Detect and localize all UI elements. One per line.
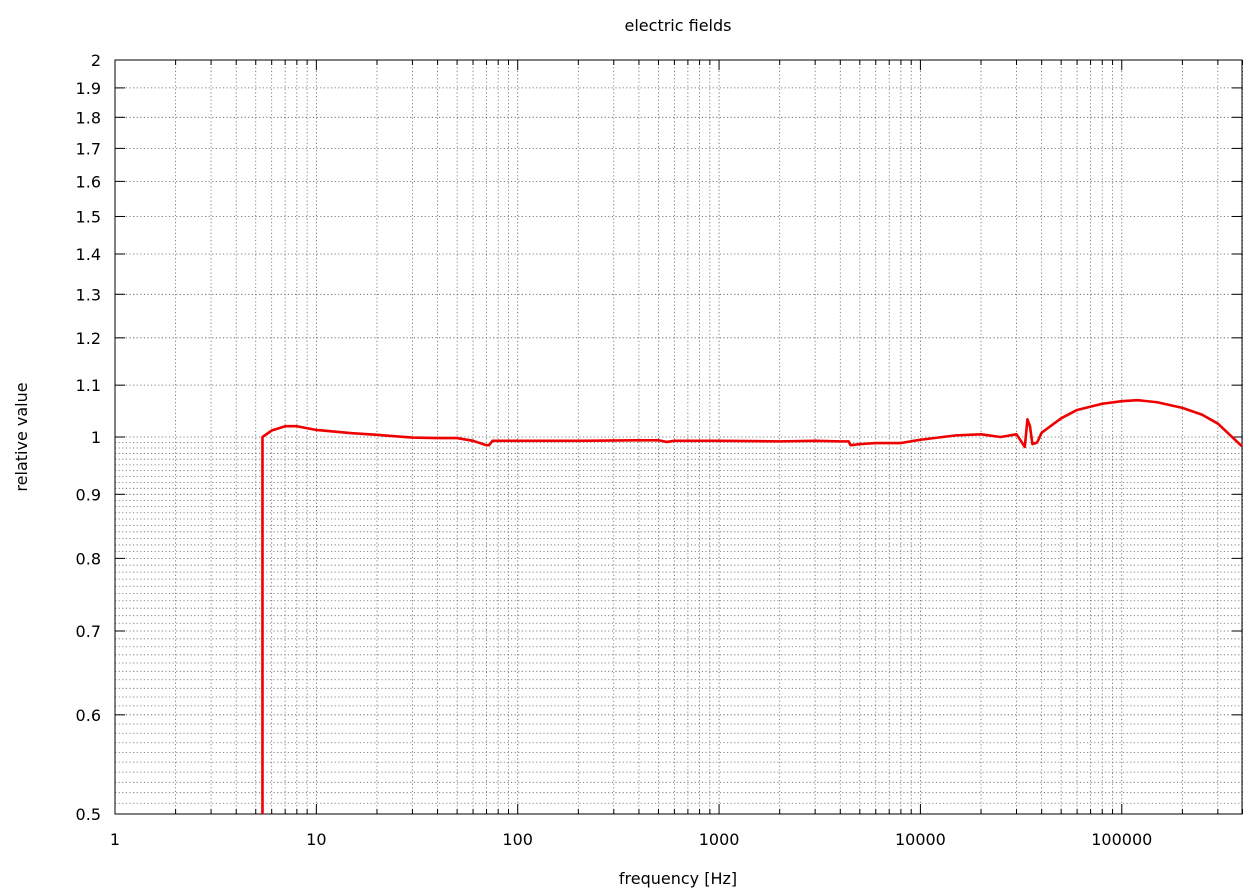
y-tick-label: 1.2: [76, 329, 101, 348]
major-grid: [115, 60, 1243, 814]
y-tick-label: 0.7: [76, 622, 101, 641]
y-tick-label: 1.6: [76, 172, 101, 191]
minor-grid: [115, 60, 1243, 814]
y-tick-label: 0.6: [76, 706, 101, 725]
y-tick-label: 1.5: [76, 207, 101, 226]
y-tick-label: 1.7: [76, 139, 101, 158]
x-axis-ticks: 1 10 100 1000 10000 100000: [110, 60, 1243, 849]
x-tick-label: 100000: [1091, 830, 1152, 849]
y-tick-label: 0.8: [76, 549, 101, 568]
y-tick-label: 1.3: [76, 285, 101, 304]
y-tick-label: 1.4: [76, 245, 101, 264]
chart-title: electric fields: [625, 16, 732, 35]
y-tick-label: 1.8: [76, 108, 101, 127]
series-group: [261, 398, 1243, 814]
x-axis-label: frequency [Hz]: [619, 869, 737, 888]
y-tick-label: 0.9: [76, 485, 101, 504]
y-axis-label: relative value: [12, 382, 31, 491]
y-tick-label: 1.9: [76, 79, 101, 98]
y-tick-label: 2: [91, 51, 101, 70]
x-tick-label: 10000: [895, 830, 946, 849]
y-axis-ticks: 0.5 0.6 0.7 0.8 0.9 1 1.1 1.2 1.3 1.4 1.5 1.6 1.7 1.8…: [76, 51, 1242, 824]
y-tick-label: 0.5: [76, 805, 101, 824]
x-tick-label: 1000: [699, 830, 740, 849]
series-line: [261, 398, 1243, 814]
y-tick-label: 1.1: [76, 376, 101, 395]
x-tick-label: 10: [306, 830, 326, 849]
x-tick-label: 1: [110, 830, 120, 849]
y-tick-label: 1: [91, 428, 101, 447]
x-tick-label: 100: [502, 830, 533, 849]
